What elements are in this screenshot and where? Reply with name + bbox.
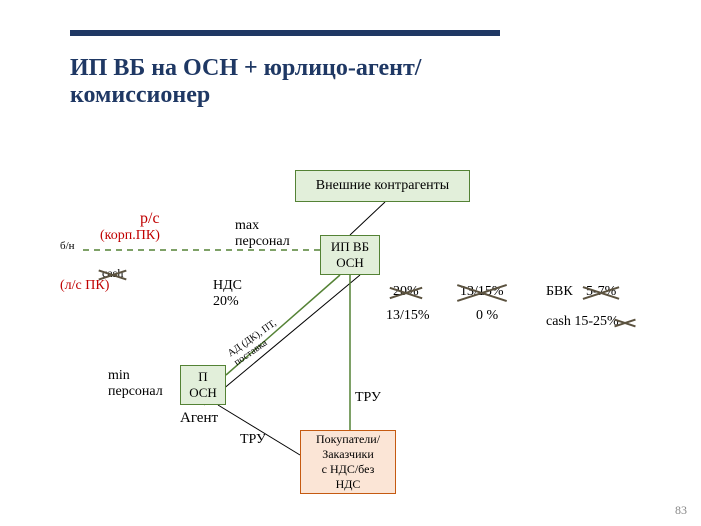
box-ip-vb: ИП ВБ ОСН (320, 235, 380, 275)
label-cash1525: cash 15-25% (546, 314, 619, 330)
label-agent: Агент (180, 410, 218, 427)
label-cash1525x (618, 314, 632, 330)
box-p-osn: П ОСН (180, 365, 226, 405)
page-title: ИП ВБ на ОСН + юрлицо-агент/комиссионер (70, 55, 490, 109)
label-p1315x: 13/15% (460, 284, 504, 300)
label-korp_pk: (корп.ПК) (100, 228, 160, 244)
label-bvk57: 5-7% (586, 284, 616, 300)
page-number: 83 (675, 503, 687, 518)
label-tru1: ТРУ (240, 432, 266, 448)
label-max_pers: max персонал (235, 218, 290, 250)
label-p20: 20% (393, 284, 419, 300)
label-bn: б/н (60, 240, 75, 252)
label-min_pers: min персонал (108, 368, 163, 400)
label-bvk: БВК (546, 284, 573, 300)
box-external: Внешние контрагенты (295, 170, 470, 202)
label-nds20: НДС 20% (213, 278, 242, 310)
box-buyers: Покупатели/ Заказчики с НДС/без НДС (300, 430, 396, 494)
label-p1315: 13/15% (386, 308, 430, 324)
label-ad_dk: АД (ДК), ПТ, поставка (226, 318, 285, 368)
accent-bar (70, 30, 500, 36)
label-ls_pk: (л/с ПК) (60, 278, 109, 294)
label-p0: 0 % (476, 308, 498, 324)
label-rs: р/с (140, 210, 160, 228)
label-tru2: ТРУ (355, 390, 381, 406)
